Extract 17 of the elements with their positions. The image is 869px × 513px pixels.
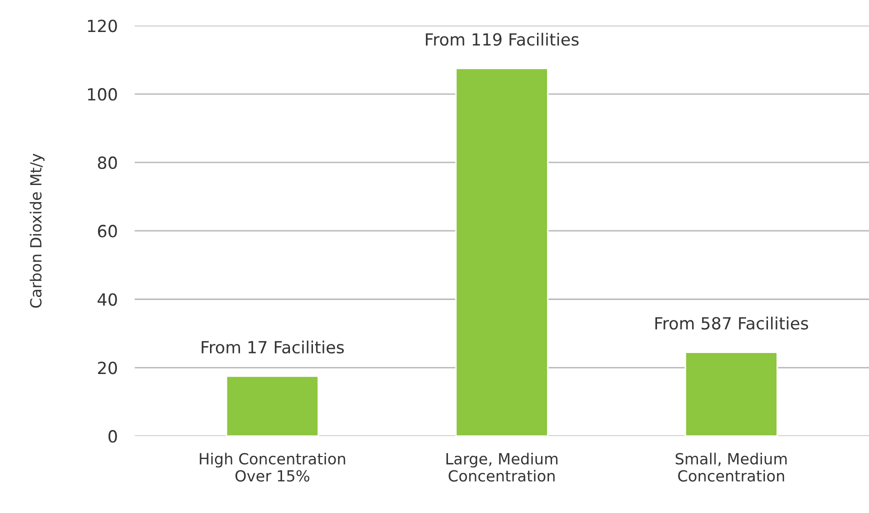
y-tick-label: 0 <box>108 430 117 443</box>
x-tick-label: High Concentration Over 15% <box>200 452 346 482</box>
y-tick-label: 40 <box>98 293 117 306</box>
y-tick-label: 60 <box>98 224 117 238</box>
y-tick-label: 20 <box>98 362 117 374</box>
y-tick-label: 80 <box>98 156 117 170</box>
y-tick-label: 120 <box>88 20 117 32</box>
annotation: From 587 Facilities <box>655 316 808 330</box>
annotation: From 119 Facilities <box>426 32 579 46</box>
annotation: From 17 Facilities <box>202 340 344 354</box>
y-axis-title: Carbon Dioxide Mt/y <box>30 154 45 308</box>
x-tick-label: Small, Medium Concentration <box>676 452 787 482</box>
bar <box>455 68 548 436</box>
y-tick-label: 100 <box>88 88 117 101</box>
bar <box>226 376 319 436</box>
x-tick-label: Large, Medium Concentration <box>446 452 558 482</box>
bar <box>684 352 778 436</box>
